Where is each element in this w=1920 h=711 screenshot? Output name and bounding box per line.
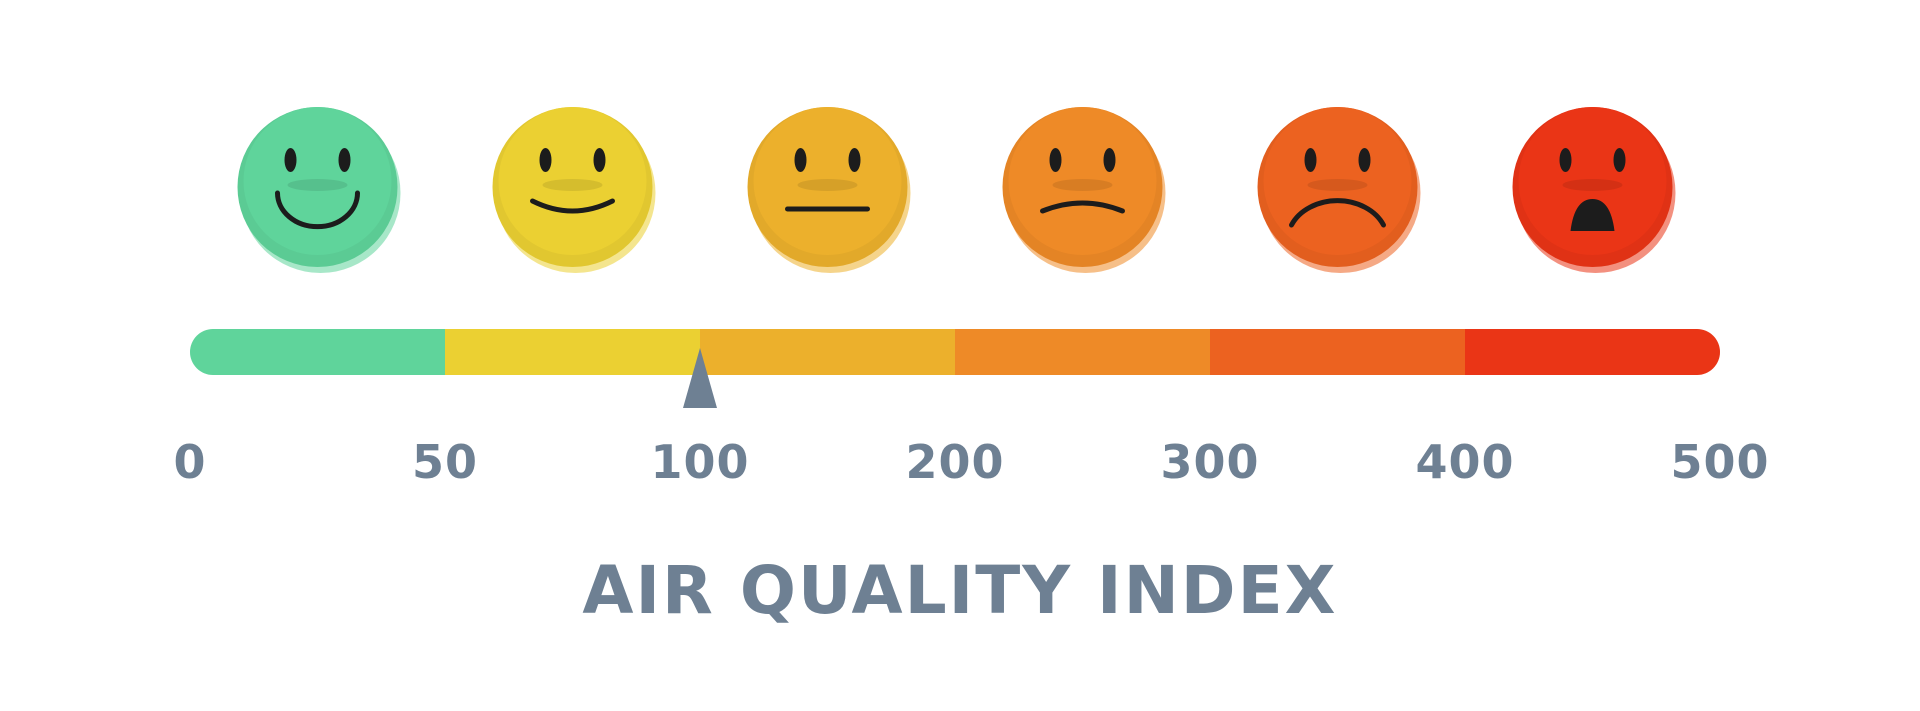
bar-segment-300-400 [1210,329,1466,375]
tick-label-100: 100 [650,435,749,489]
neutral-face-icon [747,107,911,273]
face-row [237,107,1676,273]
tick-label-50: 50 [412,435,478,489]
bar-segment-0-50 [190,329,446,375]
bar-segment-100-200 [700,329,956,375]
bar-segment-400-500 [1465,329,1720,375]
tick-labels: 0 50 100 200 300 400 500 [173,435,1769,489]
bar-segment-200-300 [955,329,1211,375]
shocked-face-icon [1512,107,1676,273]
tick-label-500: 500 [1670,435,1769,489]
slightly-sad-face-icon [1002,107,1166,273]
bar-segment-50-100 [445,329,701,375]
scale-title: AIR QUALITY INDEX [582,552,1337,629]
sad-face-icon [1257,107,1421,273]
very-happy-face-icon [237,107,401,273]
tick-label-200: 200 [905,435,1004,489]
happy-face-icon [492,107,656,273]
aqi-color-bar [190,329,1720,375]
pointer-marker [683,348,717,408]
tick-label-300: 300 [1160,435,1259,489]
tick-label-400: 400 [1415,435,1514,489]
tick-label-0: 0 [173,435,206,489]
